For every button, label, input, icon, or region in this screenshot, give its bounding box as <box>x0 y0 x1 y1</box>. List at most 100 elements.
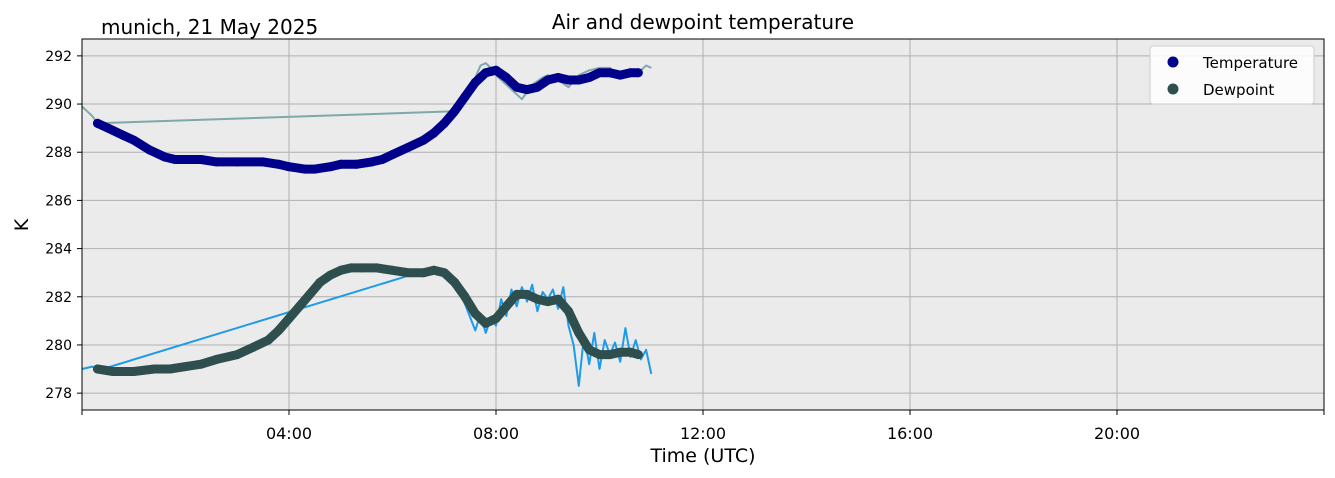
dewpoint-point <box>149 364 159 374</box>
dewpoint-point <box>274 326 284 335</box>
x-tick-label: 16:00 <box>887 424 933 443</box>
dewpoint-point <box>543 297 553 307</box>
temperature-point <box>595 68 604 78</box>
dewpoint-point <box>470 309 480 319</box>
dewpoint-point <box>491 314 501 323</box>
dewpoint-point <box>346 263 356 273</box>
y-tick-label: 286 <box>45 193 72 209</box>
dewpoint-point <box>263 335 273 345</box>
temperature-point <box>491 65 501 75</box>
temperature-point <box>553 73 563 82</box>
dewpoint-point <box>419 268 428 278</box>
temperature-point <box>336 159 346 169</box>
temperature-point <box>584 73 594 82</box>
series-dewpoint <box>93 263 643 376</box>
temperature-point <box>232 157 242 167</box>
dewpoint-point <box>532 294 542 304</box>
grid <box>82 39 1324 410</box>
dewpoint-point <box>248 342 258 352</box>
legend: Temperature Dewpoint <box>1149 45 1315 105</box>
dewpoint-point <box>403 268 413 278</box>
dewpoint-point <box>460 292 470 302</box>
temperature-point <box>212 157 222 167</box>
temperature-point <box>605 68 615 78</box>
dewpoint-point <box>356 263 366 273</box>
y-tick-label: 278 <box>45 386 72 402</box>
x-axis-title: Time (UTC) <box>649 445 755 467</box>
x-tick-label: 08:00 <box>473 424 519 443</box>
legend-label-dewpoint: Dewpoint <box>1203 81 1274 99</box>
temperature-point <box>429 128 439 138</box>
temperature-point <box>377 155 387 164</box>
dewpoint-point <box>595 350 604 360</box>
temperature-point <box>615 70 625 80</box>
temperature-point <box>300 164 309 174</box>
temperature-point <box>564 75 573 85</box>
y-tick-label: 284 <box>45 242 72 258</box>
dewpoint-point <box>232 350 242 360</box>
x-tick-label: 12:00 <box>680 424 726 443</box>
dewpoint-point <box>325 270 335 280</box>
temperature-point <box>522 85 532 95</box>
dewpoint-point <box>574 328 584 338</box>
temperature-point <box>103 123 113 133</box>
legend-marker-temperature <box>1167 56 1179 68</box>
temperature-point <box>481 68 491 78</box>
dewpoint-point <box>294 301 304 311</box>
dewpoint-point <box>564 306 573 316</box>
dewpoint-point <box>584 345 594 355</box>
x-axis: 04:00 08:00 12:00 16:00 20:00 <box>81 410 1325 443</box>
temperature-point <box>388 150 397 160</box>
dewpoint-raw-trace <box>81 266 653 387</box>
temperature-point <box>501 73 511 82</box>
temperature-point <box>310 164 320 174</box>
y-axis: 278 280 282 284 286 288 290 292 <box>45 49 82 402</box>
y-axis-title: K <box>11 218 33 231</box>
temperature-point <box>470 77 480 87</box>
temperature-point <box>118 130 128 140</box>
series-temperature <box>93 65 643 174</box>
dewpoint-point <box>93 364 102 374</box>
dewpoint-point <box>439 268 449 278</box>
temperature-point <box>512 82 522 92</box>
dewpoint-point <box>315 277 325 287</box>
temperature-point <box>626 68 635 78</box>
dewpoint-point <box>212 354 222 364</box>
y-tick-label: 280 <box>45 338 72 354</box>
dewpoint-point <box>165 364 175 374</box>
temperature-point <box>367 157 377 167</box>
dewpoint-point <box>450 277 460 287</box>
dewpoint-point <box>429 265 439 275</box>
legend-marker-dewpoint <box>1167 83 1179 95</box>
temperature-point <box>450 106 460 116</box>
temperature-point <box>460 92 470 102</box>
dewpoint-point <box>181 362 190 372</box>
dewpoint-point <box>553 294 563 304</box>
dewpoint-point <box>284 314 294 323</box>
temperature-point <box>633 68 643 78</box>
y-tick-label: 292 <box>45 49 72 65</box>
temperature-point <box>160 152 170 162</box>
temperature-point <box>181 155 190 164</box>
dewpoint-point <box>626 347 635 357</box>
dewpoint-point <box>633 350 643 360</box>
temperature-point <box>439 118 449 128</box>
legend-box <box>1149 45 1315 105</box>
y-tick-label: 288 <box>45 145 72 161</box>
y-tick-label: 282 <box>45 290 72 306</box>
temperature-point <box>258 157 268 167</box>
temperature-point <box>532 82 542 92</box>
dewpoint-point <box>129 367 139 376</box>
x-tick-label: 04:00 <box>266 424 312 443</box>
series-layer <box>93 65 643 376</box>
dewpoint-point <box>372 263 382 273</box>
temperature-point <box>129 135 139 145</box>
legend-label-temperature: Temperature <box>1202 54 1298 72</box>
x-tick-label: 20:00 <box>1094 424 1140 443</box>
dewpoint-point <box>522 289 532 299</box>
chart-title: Air and dewpoint temperature <box>552 10 854 34</box>
dewpoint-point <box>481 318 491 328</box>
dewpoint-point <box>388 265 397 275</box>
temperature-point <box>543 75 553 85</box>
